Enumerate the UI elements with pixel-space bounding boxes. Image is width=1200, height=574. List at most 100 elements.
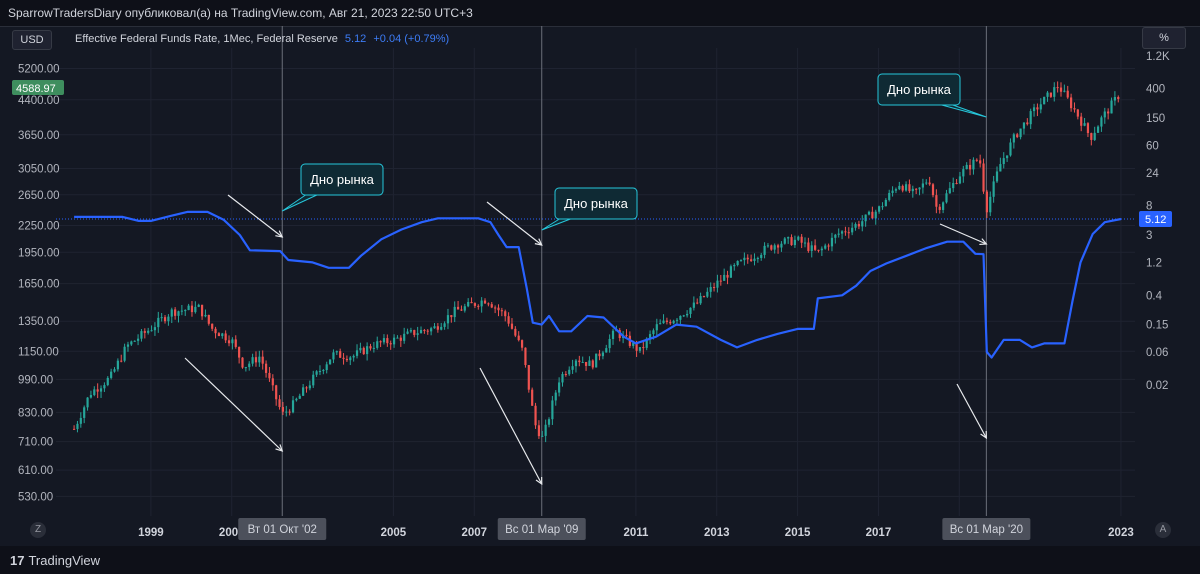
candle-body <box>174 309 177 316</box>
right-axis-tick: 150 <box>1146 113 1165 125</box>
candle-body <box>595 353 598 368</box>
tradingview-logo[interactable]: 17 TradingView <box>10 553 100 568</box>
candle-body <box>1090 133 1093 140</box>
candle-body <box>1093 132 1096 140</box>
candle-body <box>679 315 682 320</box>
candle-body <box>605 348 608 353</box>
candle-body <box>477 305 480 307</box>
candle-body <box>1036 107 1039 110</box>
left-axis-tick: 710.00 <box>18 437 53 449</box>
chart-area[interactable] <box>0 26 1200 547</box>
candle-body <box>921 183 925 188</box>
candle-body <box>490 304 493 308</box>
candle-body <box>578 360 581 363</box>
zoom-button[interactable]: Z <box>30 522 46 538</box>
candle-body <box>487 303 490 305</box>
candle-body <box>908 184 911 192</box>
candle-body <box>251 357 254 364</box>
candle-body <box>1026 122 1029 125</box>
candle-body <box>547 419 551 425</box>
candle-body <box>699 296 702 304</box>
callout-box <box>300 163 384 196</box>
candle-body <box>834 234 837 238</box>
callout-dno-rynka: Дно рынка <box>877 73 987 118</box>
candle-body <box>328 359 332 365</box>
candle-body <box>204 314 207 317</box>
candle-body <box>810 245 813 251</box>
scale-mode-button[interactable]: % <box>1142 27 1186 49</box>
candle-body <box>355 350 359 356</box>
candle-body <box>221 333 224 337</box>
candle-body <box>915 188 918 190</box>
candle-body <box>571 366 574 370</box>
candle-body <box>948 188 951 194</box>
series-legend[interactable]: Effective Federal Funds Rate, 1Мес, Fede… <box>75 33 449 45</box>
callout-dno-rynka: Дно рынка <box>281 163 384 212</box>
candle-body <box>160 317 163 319</box>
candle-body <box>884 199 887 207</box>
candle-body <box>985 191 988 213</box>
candle-body <box>541 435 544 437</box>
callout-box <box>877 73 961 106</box>
candle-body <box>170 309 173 317</box>
candle-body <box>979 160 982 164</box>
candle-body <box>1073 108 1076 110</box>
candle-body <box>453 306 456 318</box>
candle-body <box>443 323 446 327</box>
candle-body <box>136 338 140 341</box>
callout-text: Дно рынка <box>887 82 952 97</box>
candle-body <box>574 360 578 367</box>
last-price-text: 4588.97 <box>16 83 56 95</box>
candle-body <box>952 182 955 189</box>
candle-body <box>190 305 194 313</box>
x-axis-tick: 2011 <box>623 527 649 539</box>
candle-body <box>945 193 948 203</box>
auto-scale-button[interactable]: A <box>1155 522 1171 538</box>
candle-body <box>743 257 746 261</box>
right-axis: 1.2K 400 150 60 24 8 3 1.2 0.4 0.15 0.06 0.02 <box>1146 51 1170 392</box>
candle-body <box>878 206 881 212</box>
x-axis-tick: 2007 <box>461 527 487 539</box>
candle-body <box>797 236 800 240</box>
candle-body <box>672 320 675 324</box>
candle-body <box>558 382 561 393</box>
candle-body <box>312 374 315 386</box>
candle-body <box>746 257 749 260</box>
candle-body <box>1053 87 1056 97</box>
candle-body <box>820 248 823 251</box>
arrow-shaft <box>486 201 543 246</box>
arrow-head <box>275 230 284 238</box>
candle-body <box>898 185 901 190</box>
candle-body <box>227 340 231 344</box>
currency-button[interactable]: USD <box>12 30 52 50</box>
candle-body <box>231 339 234 344</box>
candle-body <box>682 315 685 317</box>
candle-body <box>1103 111 1106 118</box>
candle-body <box>1016 134 1019 138</box>
candle-body <box>379 341 382 343</box>
left-axis-tick: 4400.00 <box>18 95 60 107</box>
candle-body <box>901 185 904 191</box>
callout-tail <box>541 217 574 231</box>
candle-body <box>510 323 514 329</box>
candle-body <box>716 280 719 288</box>
candle-body <box>389 343 392 345</box>
candle-body <box>325 364 328 371</box>
left-axis: 5200.00 4400.00 3650.00 3050.00 2650.00 2250.… <box>18 63 60 503</box>
candle-body <box>790 237 793 246</box>
marker-date-label: Вт 01 Окт '02 <box>238 518 327 540</box>
arrow <box>227 194 284 238</box>
candle-body <box>376 341 379 348</box>
candle-body <box>248 363 251 368</box>
candle-body <box>345 358 349 361</box>
candle-body <box>362 347 365 355</box>
candle-body <box>642 347 645 349</box>
grid <box>56 48 1135 516</box>
candle-body <box>241 357 244 368</box>
candle-body <box>1039 104 1042 110</box>
candle-body <box>871 211 874 219</box>
candle-body <box>648 334 652 339</box>
arrow <box>956 383 987 440</box>
arrow-shaft <box>227 194 283 238</box>
